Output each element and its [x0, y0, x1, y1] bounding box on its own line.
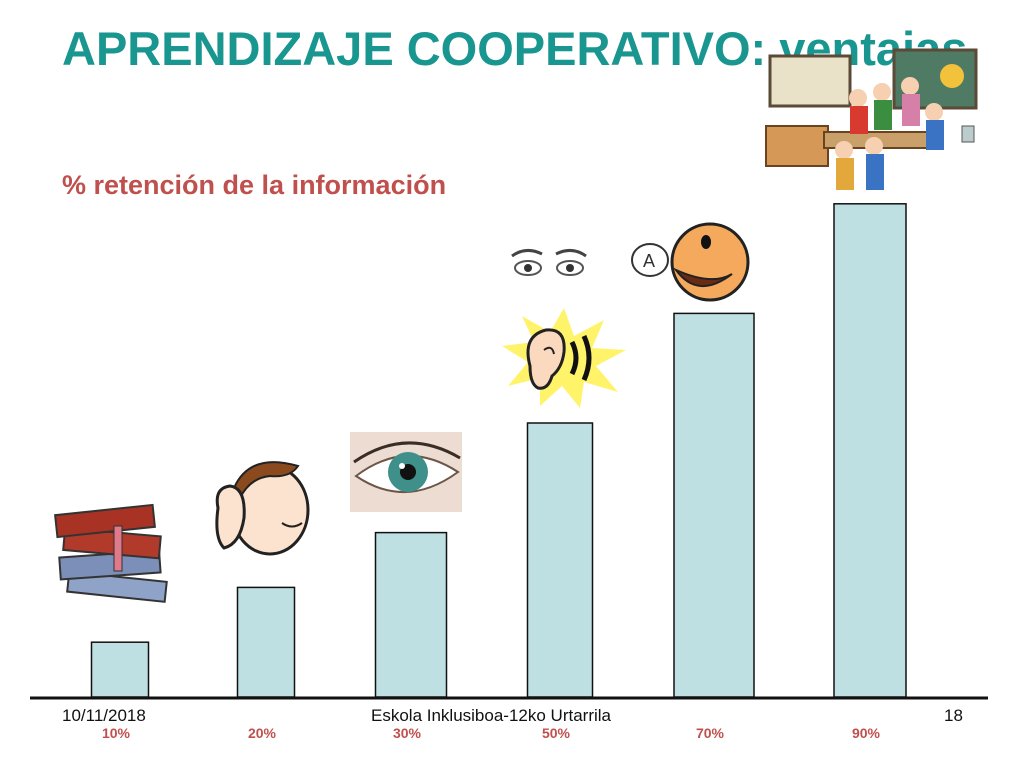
ear-icon: [502, 308, 626, 408]
x-tick-label: 10%: [102, 725, 131, 741]
footer-date: 10/11/2018: [62, 706, 146, 725]
x-tick-label: 20%: [248, 725, 277, 741]
bar-10pct: [90, 641, 150, 698]
eye-icon: [350, 432, 462, 512]
bar-70pct: [673, 312, 755, 698]
speaking-face-icon: A: [631, 222, 750, 302]
books-icon: [54, 503, 168, 603]
eyes-icon: [511, 249, 587, 276]
footer-center-text: Eskola Inklusiboa-12ko Urtarrila: [371, 706, 611, 725]
bar-90pct: [833, 203, 907, 698]
x-tick-label: 50%: [542, 725, 571, 741]
x-tick-label: 30%: [393, 725, 422, 741]
bar-50pct: [526, 422, 594, 698]
svg-text:A: A: [643, 251, 655, 271]
footer-page-number: 18: [944, 706, 963, 725]
slide-subtitle: % retención de la información: [62, 170, 447, 200]
x-tick-label: 90%: [852, 725, 881, 741]
classroom-group-icon: [765, 48, 978, 190]
bar-30pct: [374, 531, 448, 698]
x-tick-label: 70%: [696, 725, 725, 741]
bar-20pct: [236, 586, 296, 698]
listening-person-icon: [215, 461, 310, 556]
